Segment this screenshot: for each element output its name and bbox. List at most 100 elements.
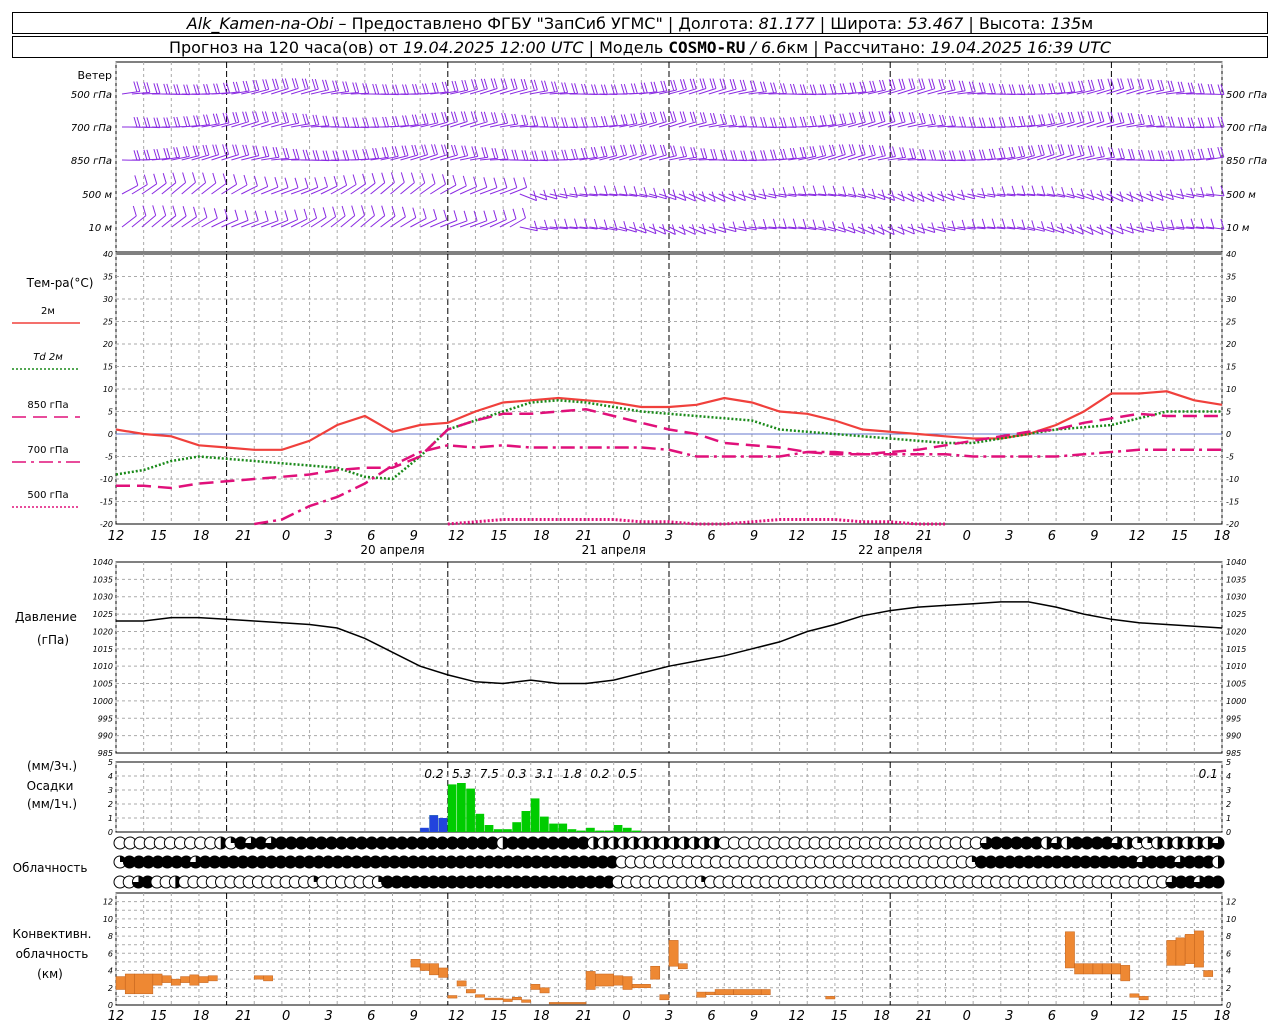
wind-barb <box>987 147 1006 161</box>
wind-barb <box>310 115 330 128</box>
conv-bar <box>1101 963 1112 975</box>
wind-barb <box>569 147 588 161</box>
wind-barb <box>221 81 240 95</box>
wind-barb <box>579 218 598 230</box>
wind-barb <box>121 81 141 95</box>
wind-barb <box>380 206 396 228</box>
temp-x-tick: 0 <box>963 529 971 544</box>
precip-bar <box>512 822 522 832</box>
wind-barb <box>380 172 395 195</box>
wind-barb <box>708 113 727 128</box>
temp-tick-right: -20 <box>1226 520 1239 529</box>
temp-tick-left: -15 <box>100 498 113 507</box>
wind-barb <box>271 148 290 161</box>
wind-barb <box>191 207 208 228</box>
temp-tick-right: 10 <box>1226 385 1236 394</box>
wind-barb <box>738 219 757 231</box>
wind-barb <box>151 148 171 161</box>
wind-level-left: 500 гПа <box>71 90 112 101</box>
conv-x-tick: 3 <box>325 1009 333 1024</box>
wind-barb <box>728 79 747 95</box>
wind-barb <box>738 189 757 201</box>
conv-bar <box>447 995 458 999</box>
conv-bar <box>733 989 762 995</box>
wind-barb <box>360 148 380 161</box>
temp-x-tick: 0 <box>282 529 290 544</box>
conv-bar <box>825 996 836 1000</box>
wind-barb <box>718 221 737 233</box>
conv-bar <box>1092 963 1103 975</box>
wind-barb <box>131 82 151 95</box>
wind-barb <box>121 205 137 228</box>
wind-barb <box>927 79 946 95</box>
wind-barb <box>788 147 807 161</box>
wind-barb <box>1116 113 1135 128</box>
wind-barb <box>469 111 488 128</box>
wind-barb <box>559 187 578 198</box>
legend-label: 2м <box>41 306 55 317</box>
precip-tick-left: 3 <box>108 786 113 795</box>
conv-tick-left: 2 <box>108 984 113 993</box>
wind-barb <box>937 220 956 232</box>
wind-barb <box>1017 185 1036 197</box>
temp-tick-right: -5 <box>1226 453 1234 462</box>
wind-barb <box>619 186 638 197</box>
conv-x-tick: 9 <box>750 1009 758 1024</box>
precip-total: 0.1 <box>1199 767 1218 781</box>
wind-barb <box>191 114 210 128</box>
wind-barb <box>400 114 419 128</box>
wind-barb <box>1046 112 1065 128</box>
wind-barb <box>370 147 389 161</box>
wind-barb <box>1166 81 1185 95</box>
wind-barb <box>648 144 667 161</box>
conv-bar <box>1194 930 1204 968</box>
wind-barb <box>569 218 588 230</box>
calc-time: 19.04.2025 16:39 UTC <box>930 37 1112 57</box>
cloud-cover-icon <box>1211 875 1225 889</box>
temp-tick-right: 20 <box>1226 340 1236 349</box>
wind-barb <box>1046 144 1065 161</box>
wind-barb <box>1036 186 1056 197</box>
temp-x-tick: 12 <box>788 529 805 544</box>
temp-tick-right: 35 <box>1226 273 1236 282</box>
wind-barb <box>907 149 927 161</box>
wind-barb <box>410 113 429 128</box>
wind-barb <box>867 189 886 201</box>
conv-ylabel-1: Конвективн. <box>13 927 92 941</box>
temp-tick-left: -10 <box>100 475 113 484</box>
wind-barb <box>1176 187 1195 199</box>
wind-barb <box>589 146 608 161</box>
wind-barb <box>629 112 648 128</box>
pressure-tick-right: 985 <box>1226 749 1241 758</box>
conv-x-tick: 9 <box>410 1009 418 1024</box>
precip-bar <box>484 825 494 832</box>
wind-barb <box>1136 221 1155 232</box>
wind-barb <box>1196 147 1215 161</box>
conv-bar <box>668 940 679 967</box>
wind-barb <box>887 147 907 161</box>
wind-barb <box>281 148 300 161</box>
precip-total: 0.3 <box>507 767 526 781</box>
wind-barb <box>430 209 448 228</box>
wind-barb <box>231 111 250 128</box>
day-label: 21 апреля <box>582 543 646 557</box>
precip-bar <box>604 830 614 832</box>
wind-barb <box>440 111 458 128</box>
legend-label: 850 гПа <box>27 400 68 411</box>
conv-tick-right: 8 <box>1226 932 1231 941</box>
wind-barb <box>1066 111 1085 128</box>
wind-barb <box>698 148 718 161</box>
wind-barb <box>529 80 548 95</box>
wind-barb <box>1176 218 1195 230</box>
wind-barb <box>231 174 248 195</box>
wind-barb <box>330 175 348 195</box>
wind-barbs-row <box>121 172 1225 203</box>
cloud-sector <box>189 856 202 868</box>
wind-barb <box>728 115 748 128</box>
wind-barb <box>251 79 270 95</box>
conv-x-tick: 3 <box>1005 1009 1013 1024</box>
wind-barb <box>658 111 677 128</box>
wind-barb <box>1106 191 1124 202</box>
conv-tick-right: 0 <box>1226 1001 1231 1010</box>
conv-x-tick: 21 <box>916 1009 933 1024</box>
